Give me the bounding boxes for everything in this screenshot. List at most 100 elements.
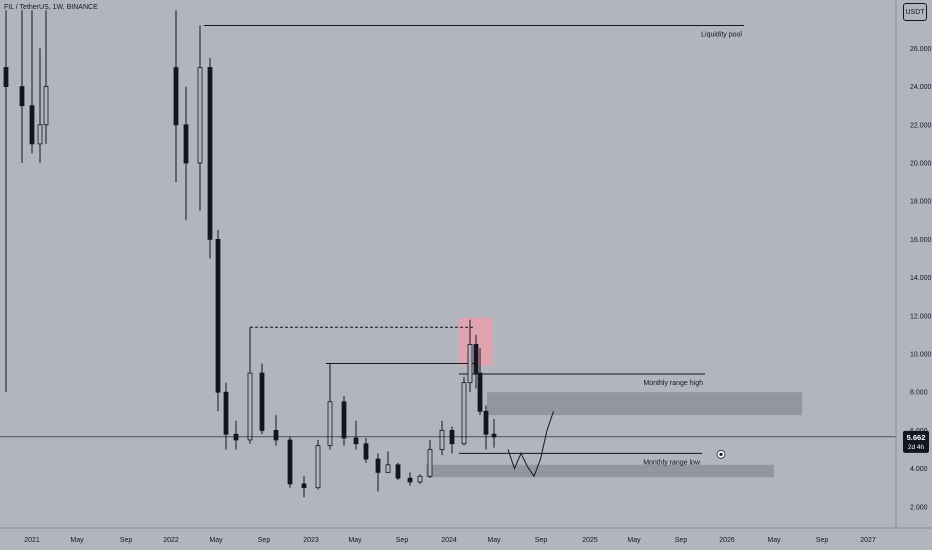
- candle-body: [363, 443, 369, 460]
- price-label-countdown: 2d 4h: [908, 444, 925, 451]
- x-tick-label: 2021: [24, 537, 40, 544]
- candle-body: [341, 401, 347, 439]
- symbol-header: FIL / TetherUS, 1W, BINANCE: [4, 4, 98, 11]
- candle-body: [173, 67, 179, 126]
- candle-body: [327, 401, 333, 447]
- x-tick-label: 2026: [719, 537, 735, 544]
- candle-body: [461, 382, 467, 445]
- y-tick-label: 16.000: [910, 237, 932, 244]
- candle-body: [259, 372, 265, 431]
- candle[interactable]: [439, 420, 445, 456]
- candle[interactable]: [407, 472, 413, 486]
- candle-body: [427, 449, 433, 477]
- candle-body: [417, 475, 423, 483]
- y-tick-label: 26.000: [910, 46, 932, 53]
- candle-body: [183, 124, 189, 164]
- candle-body: [439, 429, 445, 450]
- x-tick-label: 2024: [441, 537, 457, 544]
- candle[interactable]: [173, 10, 179, 183]
- candle-body: [385, 464, 391, 473]
- candle-body: [197, 67, 203, 164]
- candle[interactable]: [273, 415, 279, 446]
- x-tick-label: Sep: [535, 537, 548, 544]
- candle-body: [473, 344, 479, 374]
- y-tick-label: 12.000: [910, 313, 932, 320]
- candle-body: [483, 410, 489, 435]
- candle[interactable]: [183, 86, 189, 221]
- candle[interactable]: [467, 319, 473, 393]
- candle-body: [477, 372, 483, 412]
- currency-badge[interactable]: USDT: [903, 3, 927, 21]
- eye-pupil-icon: [719, 452, 723, 456]
- candle[interactable]: [341, 396, 347, 446]
- candle[interactable]: [315, 439, 321, 490]
- candle[interactable]: [477, 348, 483, 416]
- candle[interactable]: [427, 439, 433, 479]
- y-tick-label: 14.000: [910, 275, 932, 282]
- candle[interactable]: [3, 10, 9, 393]
- level-label: Monthly range high: [643, 380, 703, 387]
- candle-body: [353, 437, 359, 445]
- candle[interactable]: [449, 426, 455, 454]
- candle-body: [207, 67, 213, 240]
- demand-zone[interactable]: [426, 464, 774, 478]
- candle-body: [273, 429, 279, 441]
- level-label: Liquidity pool: [701, 31, 742, 38]
- candle-body: [301, 483, 307, 489]
- candle-body: [3, 67, 9, 88]
- x-tick-label: Sep: [258, 537, 271, 544]
- candle[interactable]: [29, 10, 35, 154]
- y-tick-label: 10.000: [910, 352, 932, 359]
- y-tick-label: 2.000: [910, 504, 928, 511]
- candle[interactable]: [353, 420, 359, 450]
- candle[interactable]: [461, 376, 467, 446]
- candle-body: [491, 433, 497, 438]
- candle-body: [29, 105, 35, 145]
- candle-body: [43, 86, 49, 126]
- candle[interactable]: [385, 451, 391, 473]
- candle[interactable]: [327, 363, 333, 450]
- x-tick-label: 2027: [860, 537, 876, 544]
- y-tick-label: 8.000: [910, 390, 928, 397]
- x-tick-label: 2025: [582, 537, 598, 544]
- y-tick-label: 18.000: [910, 199, 932, 206]
- y-tick-label: 20.000: [910, 161, 932, 168]
- candle[interactable]: [491, 418, 497, 448]
- candle[interactable]: [43, 10, 49, 144]
- candle-body: [37, 124, 43, 145]
- candle[interactable]: [233, 420, 239, 450]
- candle[interactable]: [375, 453, 381, 492]
- candle[interactable]: [215, 229, 221, 412]
- candle[interactable]: [259, 363, 265, 435]
- candle[interactable]: [363, 438, 369, 463]
- candle[interactable]: [247, 327, 253, 444]
- candle[interactable]: [287, 436, 293, 488]
- price-label-value: 5.662: [907, 433, 926, 442]
- x-tick-label: May: [767, 537, 781, 544]
- demand-zone[interactable]: [487, 392, 802, 416]
- candle[interactable]: [223, 382, 229, 450]
- candle[interactable]: [197, 25, 203, 211]
- y-tick-label: 24.000: [910, 84, 932, 91]
- candle-body: [407, 477, 413, 483]
- candle[interactable]: [473, 334, 479, 389]
- y-tick-label: 22.000: [910, 122, 932, 129]
- x-tick-label: May: [70, 537, 84, 544]
- candle[interactable]: [395, 462, 401, 481]
- x-tick-label: 2023: [303, 537, 319, 544]
- candle[interactable]: [37, 48, 43, 163]
- x-tick-label: 2022: [163, 537, 179, 544]
- x-tick-label: Sep: [816, 537, 829, 544]
- candle[interactable]: [301, 476, 307, 498]
- x-tick-label: Sep: [120, 537, 133, 544]
- candle[interactable]: [417, 474, 423, 484]
- level-label: Monthly range low: [643, 459, 701, 466]
- candle[interactable]: [19, 10, 25, 163]
- candle-body: [395, 464, 401, 479]
- candle[interactable]: [483, 405, 489, 450]
- price-label-box: [903, 430, 929, 453]
- candle-body: [467, 344, 473, 384]
- candle-body: [287, 439, 293, 485]
- candle[interactable]: [207, 57, 213, 259]
